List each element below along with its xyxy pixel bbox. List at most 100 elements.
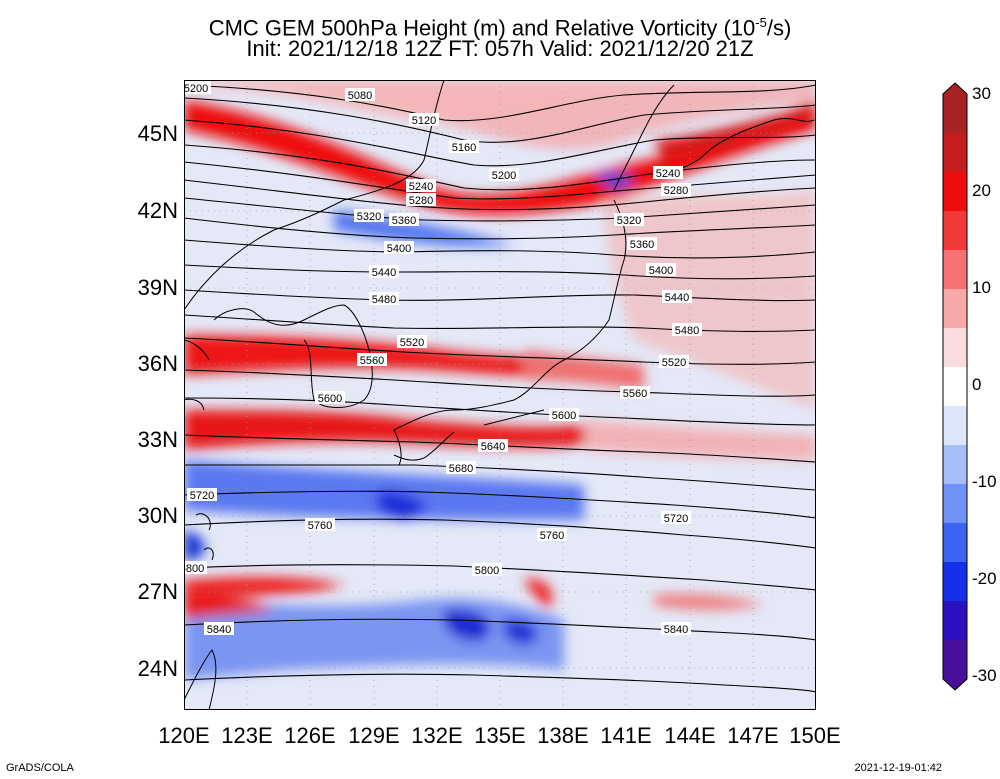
contour-label-bg [354,209,384,222]
colorbar-tick-neg10: -10 [972,472,997,491]
contour-label: 5720 [664,513,688,525]
colorbar-segment [943,601,967,641]
lon-label-123e: 123E [221,723,273,748]
colorbar-segment [943,445,967,485]
contour-label: 5480 [675,325,699,337]
colorbar-tick-neg20: -20 [972,569,997,588]
contour-label: 5560 [623,388,647,400]
contour-label-bg [409,113,439,126]
contour-label-bg [661,622,691,635]
contour-label: 5520 [662,357,686,369]
contour-label: 5760 [540,530,564,542]
contour-label: 5800 [475,565,499,577]
colorbar-tick-20: 20 [972,181,991,200]
colorbar-segment [943,484,967,524]
contour-label: 5760 [308,520,332,532]
contour-label-bg [620,386,650,399]
contour-label: 5200 [492,170,516,182]
colorbar-tick-10: 10 [972,278,991,297]
contour-label: 5320 [617,215,641,227]
contour-label-bg [184,81,211,94]
contour-label: 5560 [360,355,384,367]
contour-label: 5320 [357,211,381,223]
lon-label-129e: 129E [348,723,400,748]
contour-label: 5080 [348,90,372,102]
contour-label-bg [653,166,683,179]
contour-label: 5600 [318,393,342,405]
footer-timestamp: 2021-12-19-01:42 [854,762,942,774]
lon-label-141e: 141E [600,723,652,748]
colorbar-min-arrow [943,679,967,690]
contour-label-bg [184,561,207,574]
contour-label: 5440 [665,292,689,304]
contour-label: 5280 [409,195,433,207]
colorbar-segment [943,289,967,329]
contour-label: 5240 [409,181,433,193]
colorbar-segment [943,94,967,134]
contour-label-bg [406,179,436,192]
lon-label-132e: 132E [411,723,463,748]
colorbar-tick-30: 30 [972,84,991,103]
lat-label-45n: 45N [137,121,178,146]
colorbar-segment [943,328,967,368]
colorbar-tick-0: 0 [972,375,982,394]
vorticity-map: 5200 5080 5120 5160 5200 5240 5280 5240 5280 5320… [184,80,816,710]
lat-label-27n: 27N [137,579,178,604]
contour-label-bg [478,439,508,452]
contour-label-bg [357,353,387,366]
colorbar-segment [943,211,967,251]
contour-label-bg [549,408,579,421]
contour-label: 5440 [372,267,396,279]
colorbar [942,82,968,691]
contour-label-bg [389,213,419,226]
contour-label: 5400 [387,243,411,255]
lon-label-144e: 144E [664,723,716,748]
contour-label: 5640 [481,441,505,453]
lat-label-24n: 24N [137,656,178,681]
title-text: CMC GEM 500hPa Height (m) and Relative V… [208,15,756,41]
contour-label-bg [662,290,692,303]
colorbar-segment [943,250,967,290]
map-frame [184,80,816,710]
contour-label-bg [369,292,399,305]
lat-label-42n: 42N [137,198,178,223]
colorbar-segment [943,172,967,212]
contour-label-bg [449,140,479,153]
lat-label-33n: 33N [137,427,178,452]
contour-label: 5600 [552,410,576,422]
colorbar-segment [943,367,967,407]
contour-label-bg [646,263,676,276]
footer-credit: GrADS/COLA [6,762,74,774]
lon-label-147e: 147E [727,723,779,748]
map-title-line-2: Init: 2021/12/18 12Z FT: 057h Valid: 202… [246,36,754,61]
title-tail: /s) [766,15,792,41]
colorbar-segment [943,406,967,446]
colorbar-segment [943,562,967,602]
contour-label-bg [315,391,345,404]
contour-label: 5840 [664,624,688,636]
colorbar-tick-neg30: -30 [972,666,997,685]
lat-label-36n: 36N [137,351,178,376]
contour-label-bg [397,335,427,348]
contour-label-bg [384,241,414,254]
contour-label-bg [659,355,689,368]
lon-label-135e: 135E [474,723,526,748]
contour-label: 5120 [412,115,436,127]
contour-label: 5360 [630,239,654,251]
contour-label: 5400 [649,265,673,277]
contour-label-bg [672,323,702,336]
lon-label-126e: 126E [284,723,336,748]
contour-label-bg [489,168,519,181]
height-contours [184,84,816,693]
contour-label-bg [187,488,217,501]
map-title-line-1: CMC GEM 500hPa Height (m) and Relative V… [0,10,1000,41]
contour-label-bg [472,563,502,576]
contour-label-bg [661,511,691,524]
contour-label: 5680 [449,463,473,475]
title-exponent: -5 [755,15,767,30]
lon-label-120e: 120E [158,723,210,748]
contour-label: 5160 [452,142,476,154]
lat-label-30n: 30N [137,503,178,528]
colorbar-segment [943,523,967,563]
contour-label: 5800 [184,563,204,575]
